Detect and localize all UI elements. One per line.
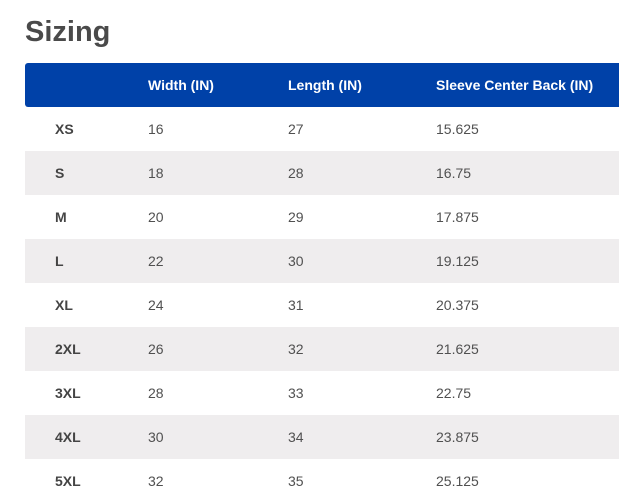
length-cell: 30: [288, 253, 304, 269]
header-cell-sleeve: Sleeve Center Back (IN): [436, 77, 594, 93]
size-cell: 4XL: [55, 429, 81, 445]
width-cell: 32: [148, 473, 164, 489]
width-cell: 24: [148, 297, 164, 313]
length-cell: 29: [288, 209, 304, 225]
sleeve-cell: 16.75: [436, 165, 472, 181]
length-cell: 31: [288, 297, 304, 313]
sleeve-cell: 21.625: [436, 341, 479, 357]
table-row: M 20 29 17.875: [25, 195, 619, 239]
page-title: Sizing: [25, 16, 111, 48]
width-cell: 20: [148, 209, 164, 225]
table-row: XS 16 27 15.625: [25, 107, 619, 151]
width-cell: 22: [148, 253, 164, 269]
sleeve-cell: 25.125: [436, 473, 479, 489]
size-cell: 3XL: [55, 385, 81, 401]
table-row: XL 24 31 20.375: [25, 283, 619, 327]
size-cell: M: [55, 209, 67, 225]
table-row: 2XL 26 32 21.625: [25, 327, 619, 371]
sleeve-cell: 15.625: [436, 121, 479, 137]
table-row: S 18 28 16.75: [25, 151, 619, 195]
length-cell: 28: [288, 165, 304, 181]
size-cell: XS: [55, 121, 74, 137]
length-cell: 32: [288, 341, 304, 357]
sleeve-cell: 19.125: [436, 253, 479, 269]
header-cell-length: Length (IN): [288, 77, 362, 93]
sizing-table: Width (IN) Length (IN) Sleeve Center Bac…: [25, 63, 619, 503]
table-row: 3XL 28 33 22.75: [25, 371, 619, 415]
length-cell: 33: [288, 385, 304, 401]
width-cell: 28: [148, 385, 164, 401]
table-row: 4XL 30 34 23.875: [25, 415, 619, 459]
sleeve-cell: 23.875: [436, 429, 479, 445]
size-cell: 5XL: [55, 473, 81, 489]
width-cell: 18: [148, 165, 164, 181]
table-row: L 22 30 19.125: [25, 239, 619, 283]
size-cell: L: [55, 253, 64, 269]
width-cell: 26: [148, 341, 164, 357]
sleeve-cell: 17.875: [436, 209, 479, 225]
sleeve-cell: 20.375: [436, 297, 479, 313]
length-cell: 35: [288, 473, 304, 489]
width-cell: 30: [148, 429, 164, 445]
length-cell: 27: [288, 121, 304, 137]
table-row: 5XL 32 35 25.125: [25, 459, 619, 503]
size-cell: 2XL: [55, 341, 81, 357]
sleeve-cell: 22.75: [436, 385, 472, 401]
size-cell: S: [55, 165, 65, 181]
header-cell-width: Width (IN): [148, 77, 214, 93]
table-header: Width (IN) Length (IN) Sleeve Center Bac…: [25, 63, 619, 107]
width-cell: 16: [148, 121, 164, 137]
size-cell: XL: [55, 297, 73, 313]
length-cell: 34: [288, 429, 304, 445]
